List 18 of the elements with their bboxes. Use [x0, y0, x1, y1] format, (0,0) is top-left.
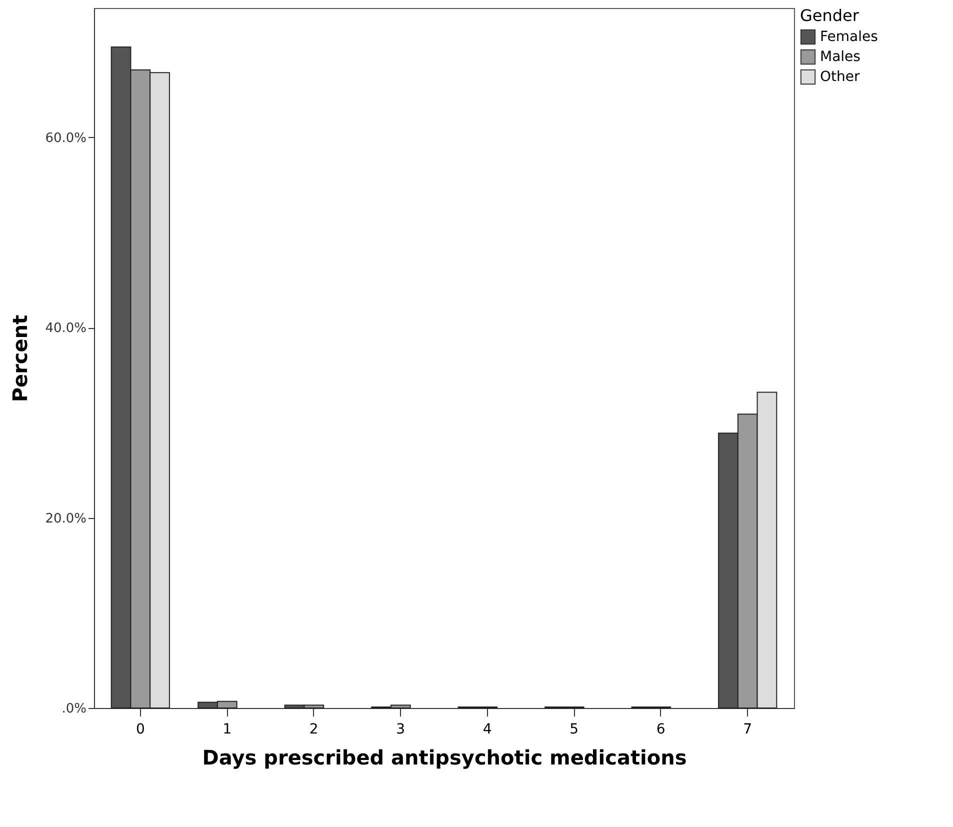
legend-label: Males [820, 49, 860, 65]
x-tick-label: 1 [222, 722, 232, 738]
x-tick-label: 6 [656, 722, 666, 738]
x-tick-label: 5 [570, 722, 579, 738]
y-axis-title: Percent [8, 314, 32, 402]
y-tick-label: 20.0% [45, 511, 86, 526]
legend-label: Females [820, 29, 878, 45]
x-tick-label: 4 [482, 722, 492, 738]
legend-title: Gender [800, 6, 860, 25]
legend-label: Other [820, 69, 860, 85]
y-tick-label: 60.0% [45, 130, 86, 146]
x-tick-label: 2 [309, 722, 318, 738]
x-tick-label: 7 [743, 722, 752, 738]
x-tick-label: 3 [396, 722, 406, 738]
y-tick-label: .0% [62, 702, 86, 716]
x-axis-title: Days prescribed antipsychotic medications [202, 746, 687, 770]
y-tick-label: 40.0% [45, 321, 86, 336]
x-tick-label: 0 [136, 722, 145, 738]
